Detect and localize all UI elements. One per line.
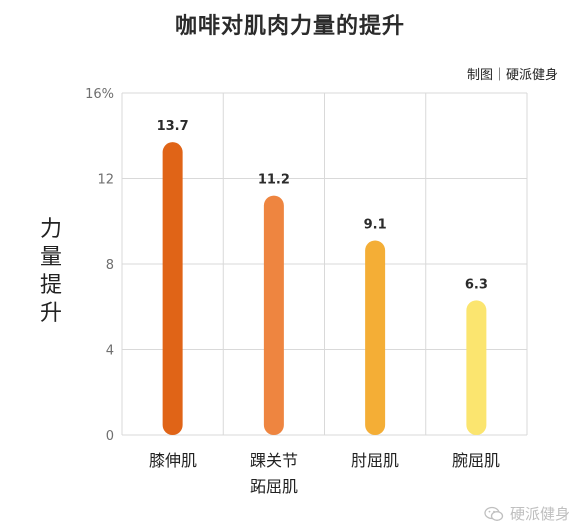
x-label-2: 肘屈肌 [330,448,420,474]
bar-2 [365,240,386,435]
watermark: 硬派健身 [484,503,570,524]
x-label-0-line-0: 膝伸肌 [148,451,197,470]
bar-0 [162,142,183,435]
value-label-3: 6.3 [465,277,488,292]
x-label-1-line-0: 踝关节 [249,451,298,470]
y-tick-label-0: 0 [106,429,114,444]
y-tick-label-3: 12 [97,173,114,188]
x-label-1: 踝关节 跖屈肌 [229,448,319,500]
x-label-2-line-0: 肘屈肌 [350,451,399,470]
chart-title: 咖啡对肌肉力量的提升 [174,14,405,39]
x-label-3-line-0: 腕屈肌 [451,451,500,470]
value-label-1: 11.2 [258,173,290,188]
x-label-1-line-1: 跖屈肌 [249,477,298,496]
watermark-text: 硬派健身 [509,505,570,523]
y-tick-label-2: 8 [106,258,114,273]
wechat-icon [484,506,504,521]
y-axis-label: 力量提升 [39,217,62,326]
x-label-3: 腕屈肌 [431,448,521,474]
y-tick-label-4: 16% [85,87,114,102]
value-label-0: 13.7 [157,119,189,134]
y-tick-label-1: 4 [106,344,114,359]
chart-credit: 制图｜硬派健身 [466,68,558,83]
bar-3 [466,300,487,435]
bar-1 [263,195,284,435]
value-label-2: 9.1 [364,217,387,232]
x-label-0: 膝伸肌 [128,448,218,474]
